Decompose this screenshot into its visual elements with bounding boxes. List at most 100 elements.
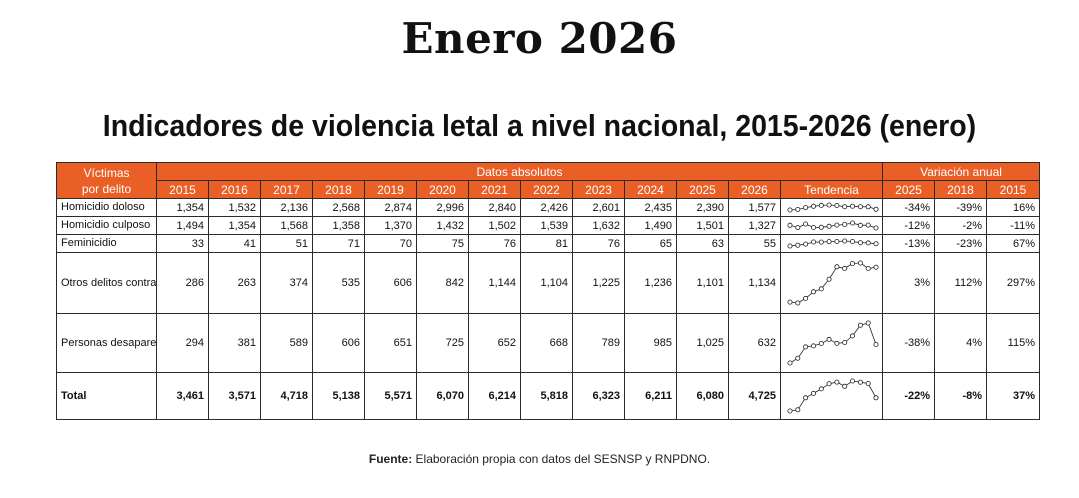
value-cell: 1,225 (572, 252, 625, 314)
value-cell: 725 (416, 313, 469, 373)
trend-point (787, 360, 793, 366)
value-cell: 1,144 (468, 252, 521, 314)
variation-year-header-2018: 2018 (934, 180, 987, 199)
trend-point (826, 239, 832, 245)
value-cell: 1,236 (624, 252, 677, 314)
trend-line (789, 240, 877, 247)
row-label: Otros delitos contra la vida (56, 252, 157, 314)
year-header-2026: 2026 (728, 180, 781, 199)
trend-sparkline (787, 238, 879, 249)
trend-point (850, 378, 856, 384)
variation-cell: -39% (934, 198, 987, 217)
value-cell: 33 (156, 234, 209, 253)
row-label: Total (56, 372, 157, 420)
value-cell: 1,502 (468, 216, 521, 235)
trend-point (842, 383, 848, 389)
trend-point (873, 264, 879, 270)
trend-line (789, 380, 877, 412)
value-cell: 1,134 (728, 252, 781, 314)
trend-point (795, 225, 801, 231)
value-cell: 589 (260, 313, 313, 373)
trend-point (803, 395, 809, 401)
value-cell: 6,070 (416, 372, 469, 420)
table-row: Feminicidio 33 41 51 71 70 75 76 81 76 65 63 55 -13% -… (56, 234, 1040, 253)
trend-line (789, 204, 877, 211)
value-cell: 2,136 (260, 198, 313, 217)
trend-point (834, 222, 840, 228)
trend-point (818, 386, 824, 392)
row-label: Feminicidio (56, 234, 157, 253)
value-cell: 668 (520, 313, 573, 373)
value-cell: 1,432 (416, 216, 469, 235)
trend-line (789, 222, 877, 229)
trend-point (857, 222, 863, 228)
value-cell: 55 (728, 234, 781, 253)
trend-point (810, 390, 816, 396)
trend-point (873, 206, 879, 212)
value-cell: 1,532 (208, 198, 261, 217)
trend-point (826, 381, 832, 387)
value-cell: 1,104 (520, 252, 573, 314)
trend-point (834, 379, 840, 385)
table-title: Indicadores de violencia letal a nivel n… (102, 108, 977, 143)
year-header-2023: 2023 (572, 180, 625, 199)
value-cell: 70 (364, 234, 417, 253)
tendencia-header: Tendencia (780, 180, 883, 199)
trend-point (810, 343, 816, 349)
trend-point (842, 265, 848, 271)
trend-point (857, 379, 863, 385)
trend-sparkline (787, 202, 879, 213)
trend-sparkline (787, 220, 879, 231)
value-cell: 374 (260, 252, 313, 314)
value-cell: 1,370 (364, 216, 417, 235)
trend-point (850, 333, 856, 339)
variation-cell: -22% (882, 372, 935, 420)
row-label: Personas desaparecidas y no localizadas (56, 313, 157, 373)
value-cell: 1,354 (156, 198, 209, 217)
row-label: Homicidio doloso (56, 198, 157, 217)
trend-point (842, 238, 848, 244)
value-cell: 1,025 (676, 313, 729, 373)
trend-point (787, 243, 793, 249)
trend-point (810, 289, 816, 295)
variation-cell: 3% (882, 252, 935, 314)
variation-cell: 4% (934, 313, 987, 373)
value-cell: 1,358 (312, 216, 365, 235)
trend-point (826, 223, 832, 229)
value-cell: 5,138 (312, 372, 365, 420)
trend-point (795, 407, 801, 413)
trend-point (850, 220, 856, 226)
value-cell: 1,501 (676, 216, 729, 235)
trend-sparkline-cell (780, 372, 883, 420)
source-note: Fuente: Elaboración propia con datos del… (0, 452, 1079, 466)
value-cell: 1,490 (624, 216, 677, 235)
value-cell: 1,494 (156, 216, 209, 235)
variation-cell: 37% (986, 372, 1040, 420)
trend-sparkline (787, 378, 879, 414)
variacion-anual-header: Variación anual (882, 162, 1040, 181)
trend-point (850, 261, 856, 266)
trend-point (857, 322, 863, 328)
trend-point (834, 340, 840, 346)
trend-point (873, 225, 879, 231)
variation-cell: -2% (934, 216, 987, 235)
year-header-2017: 2017 (260, 180, 313, 199)
trend-point (803, 241, 809, 247)
trend-point (857, 204, 863, 210)
variation-cell: -11% (986, 216, 1040, 235)
value-cell: 2,426 (520, 198, 573, 217)
value-cell: 51 (260, 234, 313, 253)
trend-sparkline-cell (780, 234, 883, 253)
value-cell: 6,323 (572, 372, 625, 420)
trend-point (857, 260, 863, 266)
trend-point (818, 340, 824, 346)
value-cell: 63 (676, 234, 729, 253)
source-label: Fuente: (368, 452, 413, 466)
trend-point (826, 202, 832, 208)
victimas-header: Víctimas por delito (56, 162, 157, 199)
trend-point (795, 207, 801, 212)
variation-cell: 115% (986, 313, 1040, 373)
trend-sparkline-cell (780, 216, 883, 235)
trend-sparkline (787, 320, 879, 366)
trend-point (873, 241, 879, 247)
